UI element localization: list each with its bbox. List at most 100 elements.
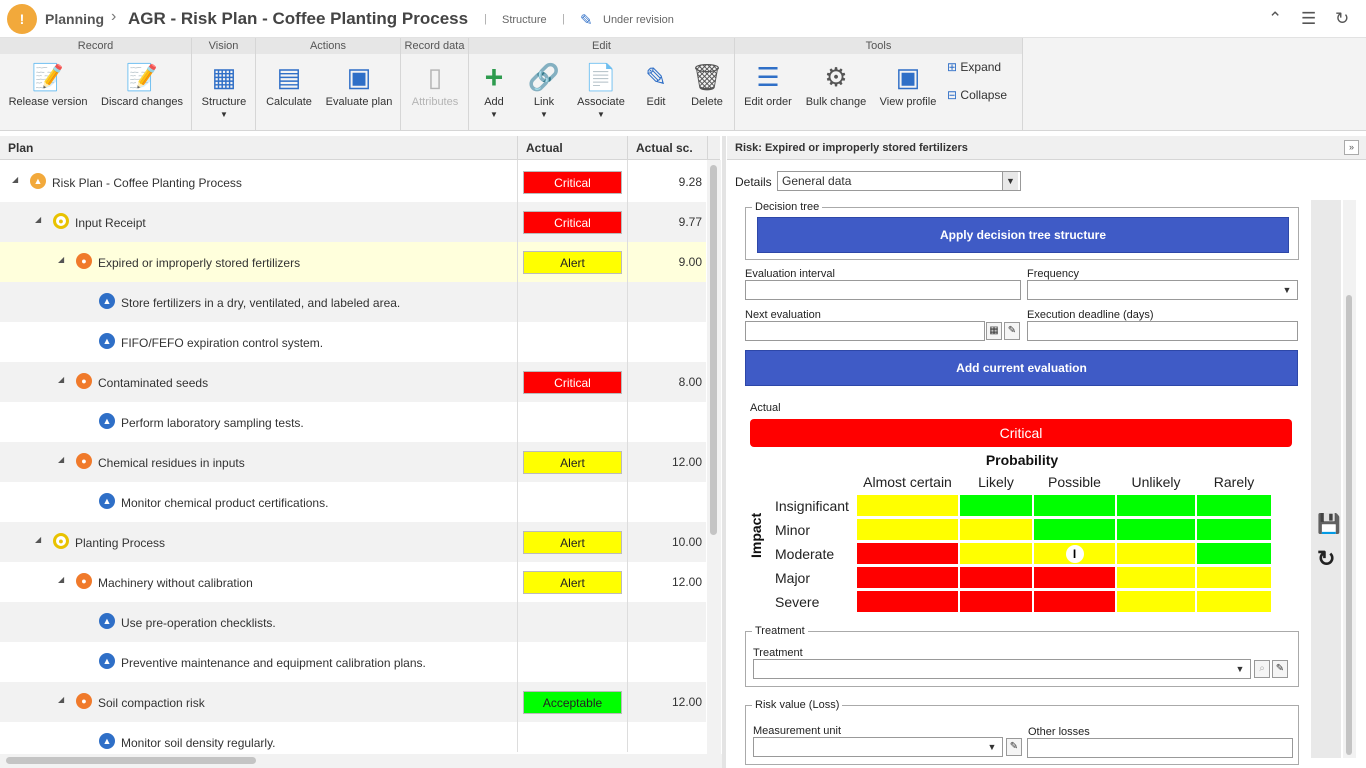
- matrix-row-label: Moderate: [775, 546, 835, 562]
- calendar-icon[interactable]: ▦: [986, 322, 1002, 340]
- collapse-button[interactable]: ⊟ Collapse: [947, 88, 1007, 102]
- scrollbar-thumb[interactable]: [6, 757, 256, 764]
- column-header-actual[interactable]: Actual: [518, 136, 628, 160]
- treatment-fieldset: [745, 631, 1299, 687]
- save-icon[interactable]: 💾: [1317, 514, 1341, 535]
- next-evaluation-input[interactable]: [745, 321, 985, 341]
- expand-toggle-icon[interactable]: ◢: [58, 455, 65, 464]
- table-row[interactable]: ▲ FIFO/FEFO expiration control system.: [0, 322, 706, 362]
- other-losses-input[interactable]: [1027, 738, 1293, 758]
- grid-horizontal-scrollbar[interactable]: [0, 754, 722, 768]
- clear-field-icon[interactable]: ✎: [1006, 738, 1022, 756]
- matrix-cell[interactable]: [1033, 590, 1116, 613]
- matrix-cell[interactable]: [1116, 518, 1196, 541]
- matrix-cell[interactable]: [959, 566, 1033, 589]
- matrix-cell[interactable]: [959, 542, 1033, 565]
- details-select[interactable]: General data ▼: [777, 171, 1021, 191]
- expand-toggle-icon[interactable]: ◢: [58, 575, 65, 584]
- link-button[interactable]: 🔗 Link ▼: [525, 58, 563, 119]
- treatment-select[interactable]: ▼: [753, 659, 1251, 679]
- structure-button[interactable]: ▦ Structure ▼: [196, 58, 252, 119]
- table-row[interactable]: ◢ ● Soil compaction risk Acceptable 12.00: [0, 682, 706, 722]
- bulk-change-button[interactable]: ⚙ Bulk change: [803, 58, 869, 108]
- list-icon[interactable]: ☰: [1301, 9, 1317, 28]
- collapse-up-icon[interactable]: ⌃: [1268, 9, 1283, 28]
- table-row[interactable]: ▲ Store fertilizers in a dry, ventilated,…: [0, 282, 706, 322]
- add-button[interactable]: + Add ▼: [475, 58, 513, 119]
- table-row[interactable]: ◢ ● Machinery without calibration Alert 12.0…: [0, 562, 706, 602]
- execution-deadline-input[interactable]: [1027, 321, 1298, 341]
- release-version-button[interactable]: 📝 Release version: [6, 58, 90, 108]
- evaluation-interval-input[interactable]: [745, 280, 1021, 300]
- discard-changes-button[interactable]: 📝 Discard changes: [98, 58, 186, 108]
- matrix-cell[interactable]: [856, 590, 959, 613]
- matrix-cell[interactable]: [1196, 518, 1272, 541]
- matrix-cell[interactable]: [959, 518, 1033, 541]
- structure-link[interactable]: Structure: [502, 14, 547, 26]
- search-icon[interactable]: ⌕: [1254, 660, 1270, 678]
- delete-button[interactable]: 🗑 Delete: [685, 58, 729, 108]
- table-row[interactable]: ◢ ● Input Receipt Critical 9.77: [0, 202, 706, 242]
- table-row[interactable]: ▲ Preventive maintenance and equipment ca…: [0, 642, 706, 682]
- matrix-cell[interactable]: [1116, 590, 1196, 613]
- expand-toggle-icon[interactable]: ◢: [12, 175, 19, 184]
- matrix-cell[interactable]: [856, 566, 959, 589]
- clear-field-icon[interactable]: ✎: [1004, 322, 1020, 340]
- column-header-plan[interactable]: Plan: [0, 136, 518, 160]
- table-row[interactable]: ▲ Use pre-operation checklists.: [0, 602, 706, 642]
- matrix-cell[interactable]: [1196, 566, 1272, 589]
- add-current-evaluation-button[interactable]: Add current evaluation: [745, 350, 1298, 386]
- matrix-cell[interactable]: [959, 590, 1033, 613]
- expand-toggle-icon[interactable]: ◢: [58, 255, 65, 264]
- detail-vertical-scrollbar[interactable]: [1343, 200, 1356, 758]
- calculate-button[interactable]: ▤ Calculate: [262, 58, 316, 108]
- matrix-cell[interactable]: [856, 518, 959, 541]
- scrollbar-thumb[interactable]: [710, 165, 717, 535]
- attributes-button[interactable]: ▯ Attributes: [407, 58, 463, 108]
- expand-panel-icon[interactable]: »: [1344, 140, 1359, 155]
- treatment-legend: Treatment: [752, 625, 808, 637]
- table-row[interactable]: ▲ Perform laboratory sampling tests.: [0, 402, 706, 442]
- edit-button[interactable]: ✎ Edit: [637, 58, 675, 108]
- edit-order-button[interactable]: ☰ Edit order: [741, 58, 795, 108]
- clear-field-icon[interactable]: ✎: [1272, 660, 1288, 678]
- matrix-cell[interactable]: [1196, 590, 1272, 613]
- panel-splitter[interactable]: [722, 136, 726, 768]
- matrix-cell[interactable]: [1196, 494, 1272, 517]
- table-row[interactable]: ◢ ● Chemical residues in inputs Alert 12.00: [0, 442, 706, 482]
- matrix-cell[interactable]: [959, 494, 1033, 517]
- page-title: AGR - Risk Plan - Coffee Planting Proces…: [128, 9, 469, 28]
- matrix-cell[interactable]: [1196, 542, 1272, 565]
- expand-toggle-icon[interactable]: ◢: [35, 215, 42, 224]
- matrix-cell[interactable]: [1033, 566, 1116, 589]
- associate-button[interactable]: 📄 Associate ▼: [573, 58, 629, 119]
- column-header-actual-score[interactable]: Actual sc.: [628, 136, 708, 160]
- matrix-cell[interactable]: [1033, 518, 1116, 541]
- matrix-cell[interactable]: [856, 542, 959, 565]
- refresh-icon[interactable]: ↻: [1335, 9, 1350, 28]
- table-row[interactable]: ◢ ● Expired or improperly stored fertilize…: [0, 242, 706, 282]
- module-name[interactable]: Planning: [45, 11, 105, 27]
- apply-decision-tree-button[interactable]: Apply decision tree structure: [757, 217, 1289, 253]
- matrix-cell[interactable]: [1116, 542, 1196, 565]
- table-row[interactable]: ◢ ▲ Risk Plan - Coffee Planting Process Cri…: [0, 162, 706, 202]
- table-row[interactable]: ▲ Monitor chemical product certifications…: [0, 482, 706, 522]
- matrix-cell[interactable]: [1116, 566, 1196, 589]
- evaluate-plan-button[interactable]: ▣ Evaluate plan: [322, 58, 396, 108]
- reload-icon[interactable]: ↻: [1317, 546, 1336, 571]
- expand-toggle-icon[interactable]: ◢: [35, 535, 42, 544]
- table-row[interactable]: ◢ ● Planting Process Alert 10.00: [0, 522, 706, 562]
- expand-button[interactable]: ⊞ Expand: [947, 60, 1001, 74]
- frequency-select[interactable]: ▼: [1027, 280, 1298, 300]
- expand-toggle-icon[interactable]: ◢: [58, 695, 65, 704]
- matrix-cell[interactable]: [1033, 494, 1116, 517]
- grid-vertical-scrollbar[interactable]: [707, 160, 721, 754]
- matrix-cell[interactable]: [1116, 494, 1196, 517]
- view-profile-button[interactable]: ▣ View profile: [877, 58, 939, 108]
- table-row[interactable]: ◢ ● Contaminated seeds Critical 8.00: [0, 362, 706, 402]
- scrollbar-thumb[interactable]: [1346, 295, 1352, 755]
- expand-toggle-icon[interactable]: ◢: [58, 375, 65, 384]
- measurement-unit-select[interactable]: ▼: [753, 737, 1003, 757]
- matrix-cell[interactable]: [856, 494, 959, 517]
- matrix-cell[interactable]: I: [1033, 542, 1116, 565]
